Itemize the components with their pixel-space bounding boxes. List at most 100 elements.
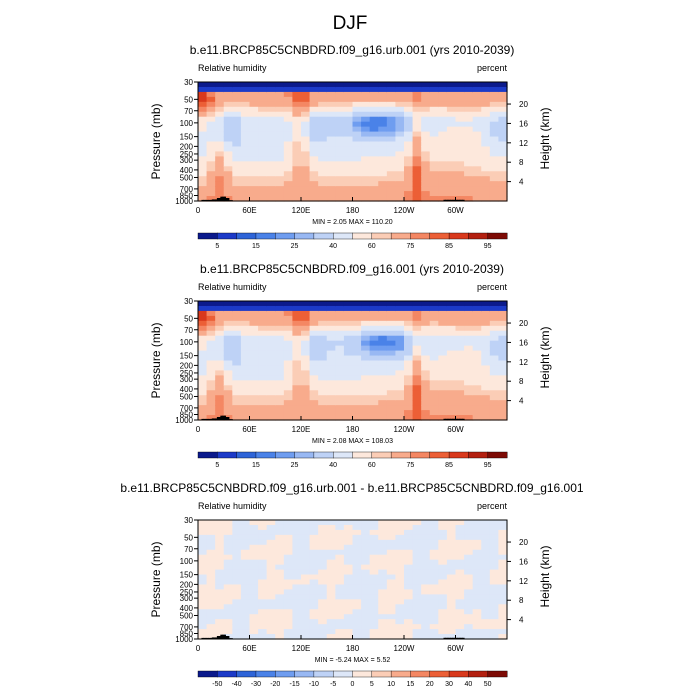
contour-cell — [343, 415, 354, 421]
contour-cell — [266, 549, 276, 556]
contour-cell — [223, 86, 233, 93]
terrain-block — [218, 416, 221, 420]
contour-cell — [309, 136, 319, 143]
contour-cell — [352, 564, 362, 571]
contour-cell — [309, 520, 319, 526]
contour-cell — [258, 385, 268, 391]
contour-cell — [361, 325, 371, 332]
contour-cell — [335, 380, 345, 386]
contour-cell — [283, 529, 294, 536]
colorbar-swatch — [294, 232, 315, 240]
contour-cell — [472, 544, 482, 551]
contour-cell — [240, 340, 251, 347]
contour-cell — [326, 305, 336, 312]
contour-cell — [498, 410, 508, 416]
colorbar-label: 5 — [215, 462, 219, 469]
contour-cell — [335, 539, 345, 546]
colorbar-swatch — [255, 670, 276, 678]
contour-cell — [489, 355, 500, 362]
terrain-block — [201, 637, 204, 639]
contour-cell — [292, 524, 302, 531]
contour-cell — [232, 529, 242, 536]
contour-cell — [206, 310, 216, 317]
contour-cell — [240, 315, 251, 322]
contour-cell — [369, 380, 379, 386]
contour-cell — [343, 176, 354, 182]
contour-cell — [455, 569, 465, 576]
contour-cell — [240, 191, 251, 197]
contour-cell — [361, 181, 371, 187]
contour-cell — [446, 375, 457, 381]
contour-cell — [472, 529, 482, 536]
contour-cell — [292, 305, 302, 312]
contour-cell — [481, 574, 491, 581]
contour-cell — [275, 355, 285, 362]
contour-cell — [292, 156, 302, 162]
contour-cell — [464, 310, 474, 317]
contour-cell — [223, 156, 233, 162]
contour-cell — [249, 335, 259, 342]
contour-cell — [412, 569, 422, 576]
contour-cell — [223, 191, 233, 197]
contour-cell — [472, 410, 482, 416]
contour-cell — [240, 415, 251, 421]
contour-cell — [240, 405, 251, 411]
y-tick-label: 200 — [180, 580, 194, 589]
contour-cell — [223, 619, 233, 625]
contour-cell — [481, 191, 491, 197]
contour-cell — [292, 181, 302, 187]
contour-cell — [318, 91, 328, 98]
contour-cell — [283, 186, 294, 192]
contour-cell — [421, 569, 431, 576]
contour-cell — [438, 400, 448, 406]
contour-cell — [318, 111, 328, 118]
contour-cell — [283, 589, 294, 595]
contour-cell — [455, 599, 465, 605]
terrain — [201, 415, 465, 420]
contour-cell — [215, 360, 225, 367]
contour-cell — [249, 594, 259, 600]
contour-cell — [446, 624, 457, 630]
contour-cell — [378, 310, 388, 317]
contour-cell — [489, 544, 500, 551]
contour-cell — [343, 106, 354, 113]
contour-cell — [343, 156, 354, 162]
contour-cell — [498, 385, 508, 391]
contour-cell — [361, 335, 371, 342]
colorbar-swatch — [275, 232, 296, 240]
contour-cell — [283, 584, 294, 591]
contour-cell — [498, 524, 508, 531]
contour-cell — [343, 634, 354, 640]
contour-cell — [369, 136, 379, 143]
contour-cell — [421, 599, 431, 605]
contour-cell — [240, 171, 251, 177]
contour-cell — [232, 305, 242, 312]
contour-cell — [309, 634, 319, 640]
contour-cell — [266, 335, 276, 342]
contour-cell — [421, 186, 431, 192]
contour-cell — [215, 171, 225, 177]
contour-cell — [464, 579, 474, 586]
contour-cell — [438, 365, 448, 372]
contour-cell — [498, 380, 508, 386]
contour-cell — [318, 539, 328, 546]
contour-cell — [481, 151, 491, 157]
contour-cell — [429, 619, 439, 625]
contour-cell — [412, 634, 422, 640]
contour-cell — [352, 569, 362, 576]
contour-cell — [369, 574, 379, 581]
contour-cell — [352, 529, 362, 536]
terrain-block — [457, 418, 460, 420]
contour-cell — [369, 101, 379, 108]
contour-cell — [369, 410, 379, 416]
contour-cell — [378, 121, 388, 128]
contour-cell — [266, 579, 276, 586]
contour-cell — [301, 599, 311, 605]
colorbar-label: 85 — [445, 462, 453, 469]
y-tick-label: 850 — [180, 410, 194, 419]
contour-cell — [326, 86, 336, 93]
contour-cell — [206, 146, 216, 153]
contour-cell — [472, 186, 482, 192]
contour-cell — [455, 330, 465, 337]
contour-cell — [232, 380, 242, 386]
